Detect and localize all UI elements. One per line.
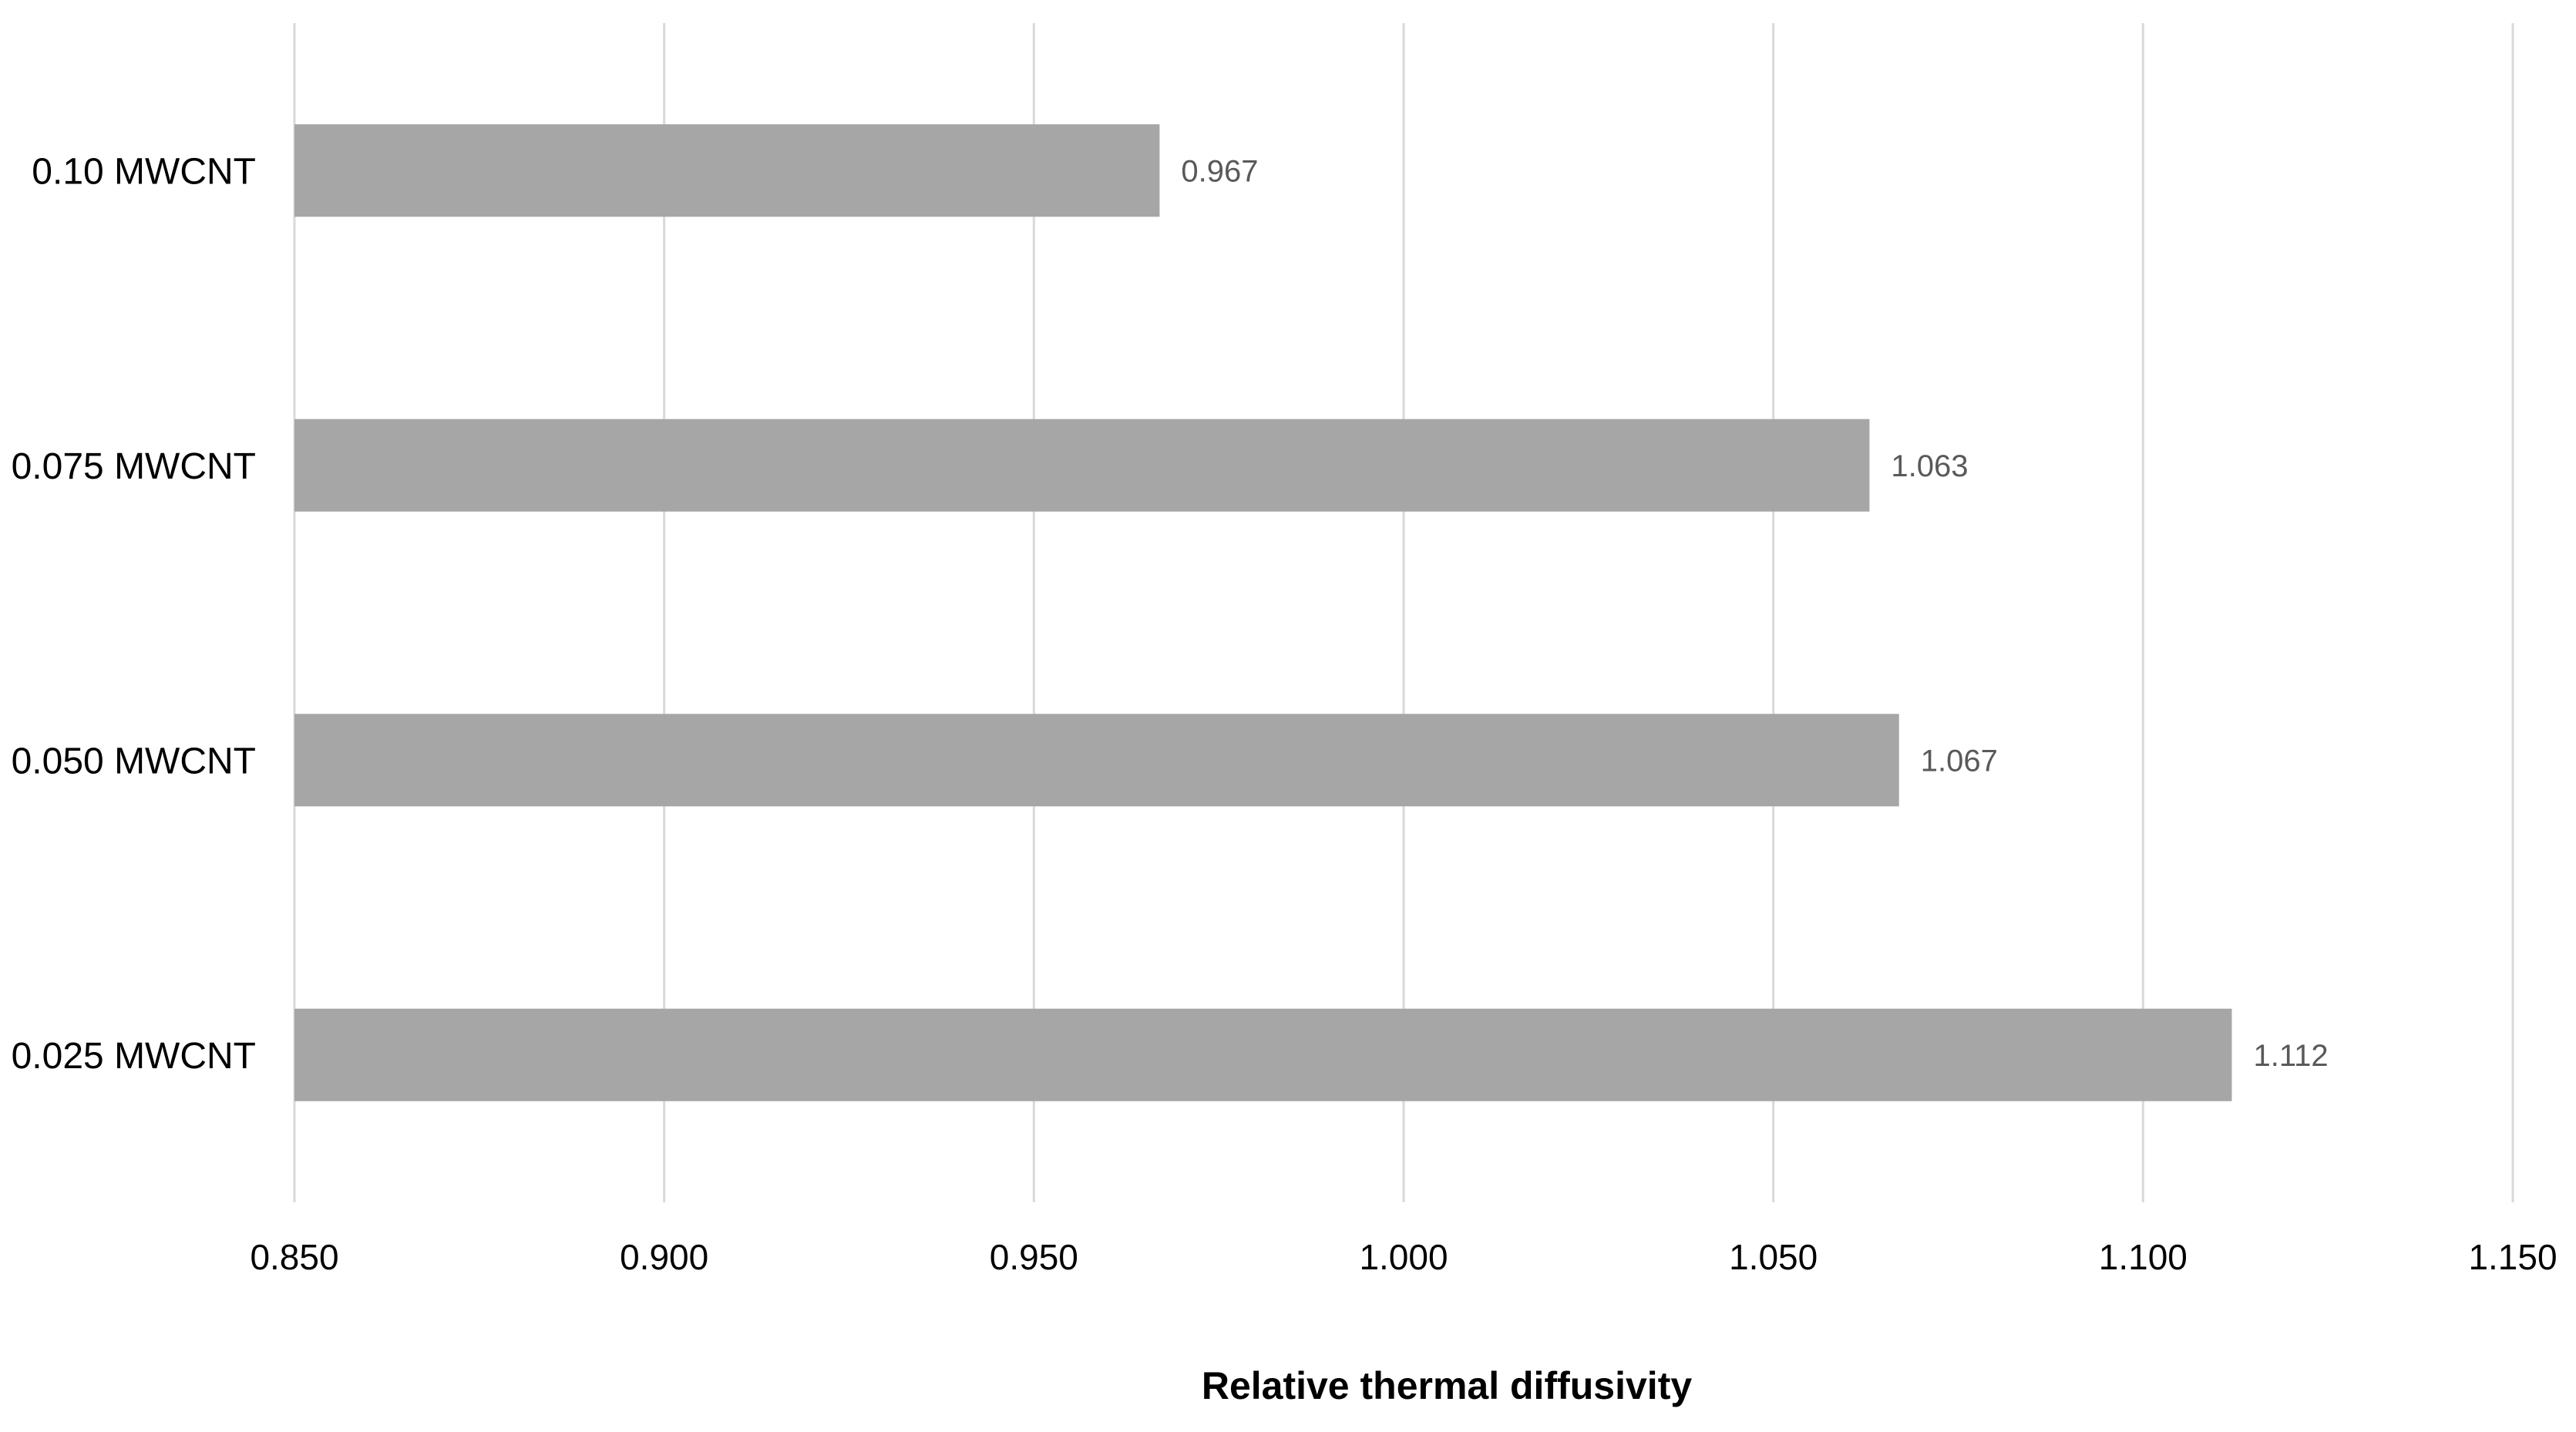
bars bbox=[294, 124, 2232, 1101]
data-label: 0.967 bbox=[1181, 154, 1258, 188]
x-tick-label: 0.900 bbox=[620, 1237, 708, 1277]
category-label: 0.075 MWCNT bbox=[12, 446, 256, 487]
x-tick-labels: 0.850 0.900 0.950 1.000 1.050 1.100 1.150 bbox=[250, 1237, 2557, 1277]
x-tick-label: 1.150 bbox=[2468, 1237, 2557, 1277]
bar bbox=[294, 1008, 2232, 1101]
category-labels: 0.025 MWCNT 0.050 MWCNT 0.075 MWCNT 0.10 MW… bbox=[12, 151, 256, 1077]
bar bbox=[294, 419, 1870, 512]
gridlines bbox=[293, 23, 2514, 1202]
x-tick-label: 1.100 bbox=[2099, 1237, 2188, 1277]
data-label: 1.067 bbox=[1921, 744, 1998, 778]
x-tick-label: 1.050 bbox=[1729, 1237, 1818, 1277]
data-labels: 1.112 1.067 1.063 0.967 bbox=[1181, 154, 2328, 1073]
x-tick-label: 0.950 bbox=[990, 1237, 1078, 1277]
bar bbox=[294, 124, 1160, 217]
bar bbox=[294, 714, 1899, 807]
category-label: 0.025 MWCNT bbox=[12, 1036, 256, 1077]
x-axis-title: Relative thermal diffusivity bbox=[1202, 1364, 1692, 1407]
x-tick-label: 1.000 bbox=[1359, 1237, 1448, 1277]
data-label: 1.112 bbox=[2253, 1039, 2328, 1073]
category-label: 0.050 MWCNT bbox=[12, 741, 256, 782]
x-tick-label: 0.850 bbox=[250, 1237, 338, 1277]
data-label: 1.063 bbox=[1891, 449, 1968, 483]
category-label: 0.10 MWCNT bbox=[32, 151, 256, 192]
